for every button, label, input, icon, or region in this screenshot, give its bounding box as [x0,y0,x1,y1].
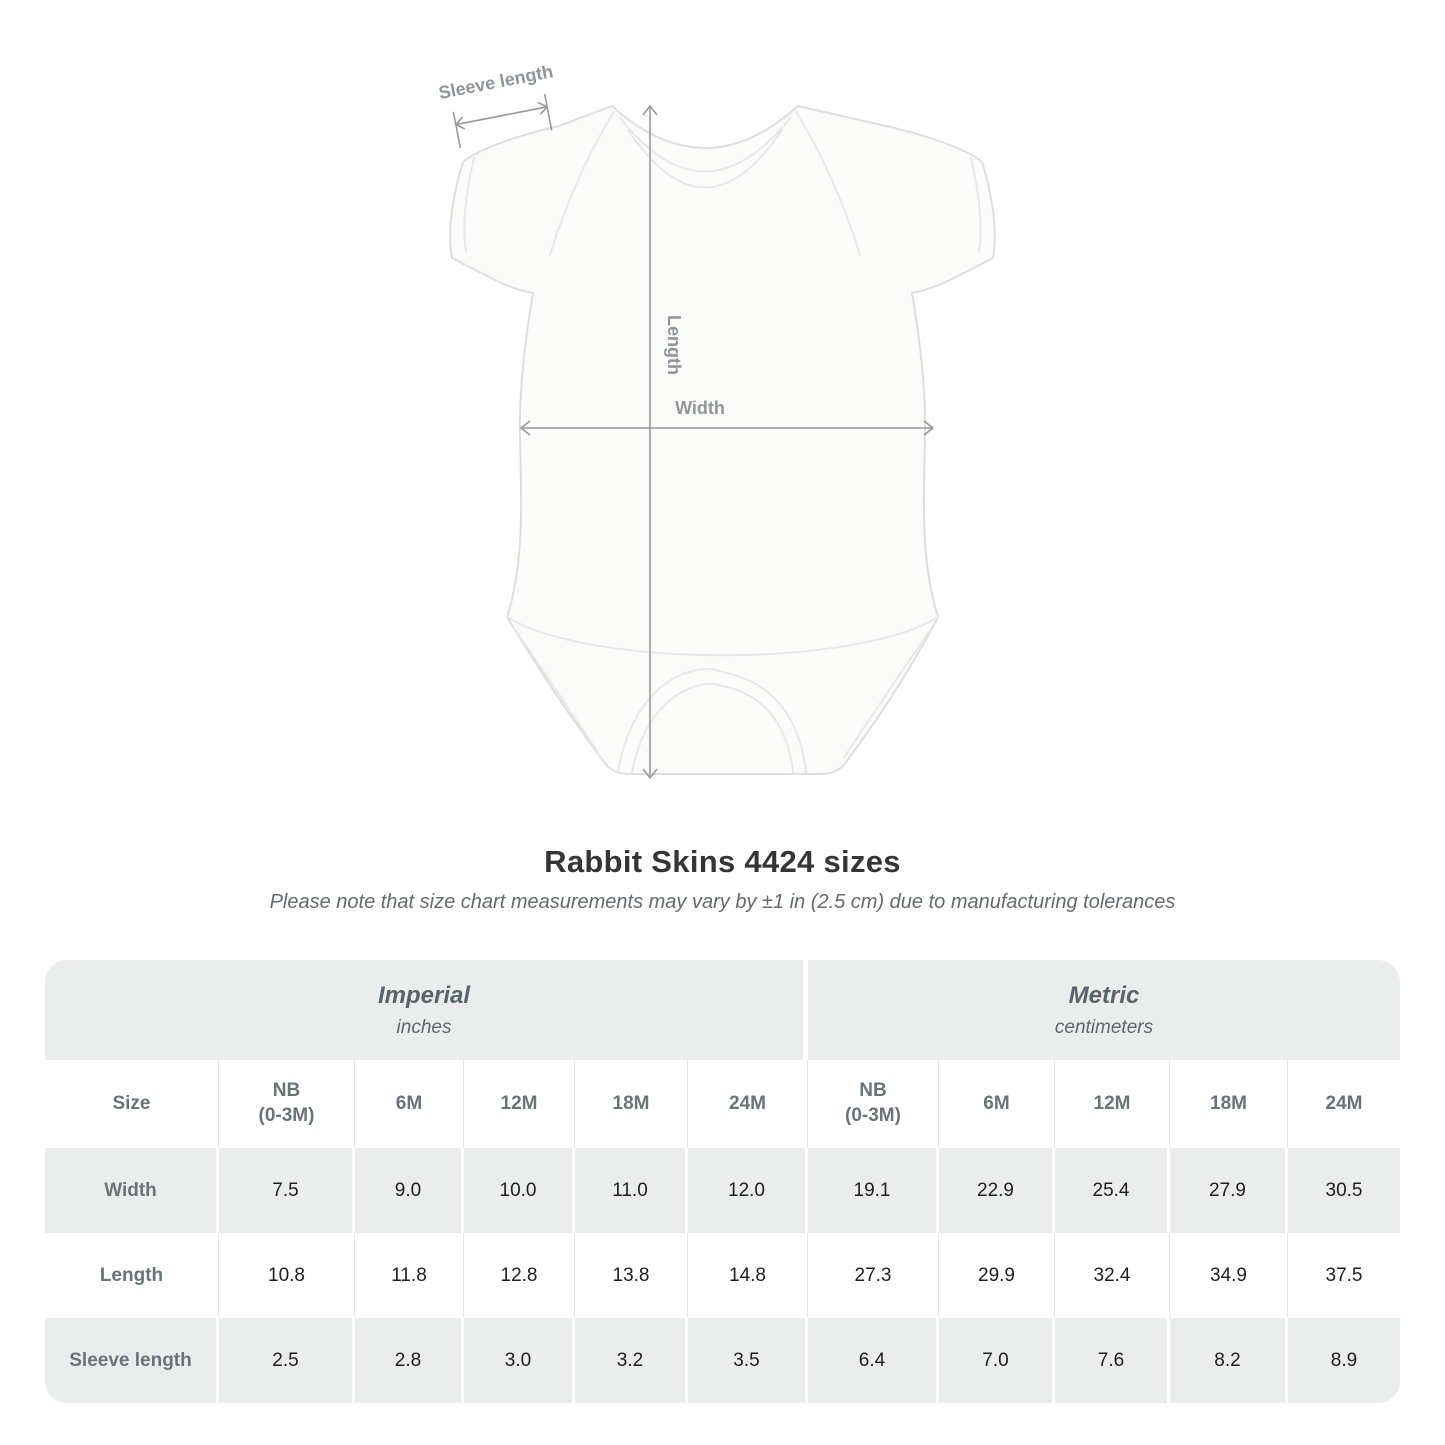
bodysuit-illustration [449,105,996,775]
tolerance-note: Please note that size chart measurements… [269,891,1176,913]
column-header-metric-18m: 18M [1170,1060,1288,1148]
table-cell: 7.5 [219,1148,355,1233]
table-cell: 25.4 [1055,1148,1170,1233]
bodysuit-outline [449,105,996,775]
sleeve-length-dimension-label: Sleeve length [437,61,555,103]
column-header-metric-24m: 24M [1288,1060,1400,1148]
table-cell: 12.0 [688,1148,808,1233]
table-cell: 2.5 [219,1318,355,1403]
size-column-header: Size [45,1060,219,1148]
imperial-group-unit: inches [396,1016,452,1038]
column-header-imperial-18m: 18M [575,1060,688,1148]
table-cell: 12.8 [464,1233,575,1318]
table-cell: 10.0 [464,1148,575,1233]
table-cell: 10.8 [219,1233,355,1318]
column-header-metric-12m: 12M [1055,1060,1170,1148]
table-cell: 8.9 [1288,1318,1400,1403]
table-cell: 32.4 [1055,1233,1170,1318]
table-cell: 11.0 [575,1148,688,1233]
table-cell: 14.8 [688,1233,808,1318]
column-header-metric-6m: 6M [939,1060,1055,1148]
length-dimension-label: Length [664,315,684,375]
table-cell: 3.2 [575,1318,688,1403]
column-header-imperial-6m: 6M [355,1060,464,1148]
row-label-sleeve-length: Sleeve length [45,1318,219,1403]
table-cell: 3.0 [464,1318,575,1403]
bodysuit-seam-details [463,111,982,773]
row-label-width: Width [45,1148,219,1233]
length-dimension-line [642,104,658,780]
metric-group-header: Metric centimeters [808,960,1400,1060]
metric-group-unit: centimeters [1054,1016,1154,1038]
metric-group-label: Metric [1068,981,1140,1009]
column-header-imperial-12m: 12M [464,1060,575,1148]
table-cell: 27.9 [1170,1148,1288,1233]
table-cell: 19.1 [808,1148,939,1233]
width-dimension-line [519,420,935,436]
size-table: Imperial inches Metric centimeters Size … [45,960,1400,1403]
bodysuit-size-diagram: Sleeve length Length Width [437,61,996,780]
column-header-imperial-24m: 24M [688,1060,808,1148]
dimension-annotations [452,93,935,780]
column-header-imperial-nb: NB (0-3M) [219,1060,355,1148]
table-cell: 8.2 [1170,1318,1288,1403]
table-cell: 30.5 [1288,1148,1400,1233]
table-cell: 11.8 [355,1233,464,1318]
table-cell: 37.5 [1288,1233,1400,1318]
table-cell: 13.8 [575,1233,688,1318]
table-cell: 7.0 [939,1318,1055,1403]
imperial-group-label: Imperial [377,981,471,1009]
imperial-group-header: Imperial inches [45,960,808,1060]
table-cell: 29.9 [939,1233,1055,1318]
table-cell: 27.3 [808,1233,939,1318]
table-cell: 9.0 [355,1148,464,1233]
column-header-metric-nb: NB (0-3M) [808,1060,939,1148]
width-dimension-label: Width [675,398,725,418]
table-cell: 7.6 [1055,1318,1170,1403]
table-cell: 3.5 [688,1318,808,1403]
sleeve-length-dimension-line [452,93,553,149]
table-cell: 34.9 [1170,1233,1288,1318]
page-title: Rabbit Skins 4424 sizes [544,844,901,879]
table-cell: 22.9 [939,1148,1055,1233]
row-label-length: Length [45,1233,219,1318]
table-cell: 6.4 [808,1318,939,1403]
table-cell: 2.8 [355,1318,464,1403]
